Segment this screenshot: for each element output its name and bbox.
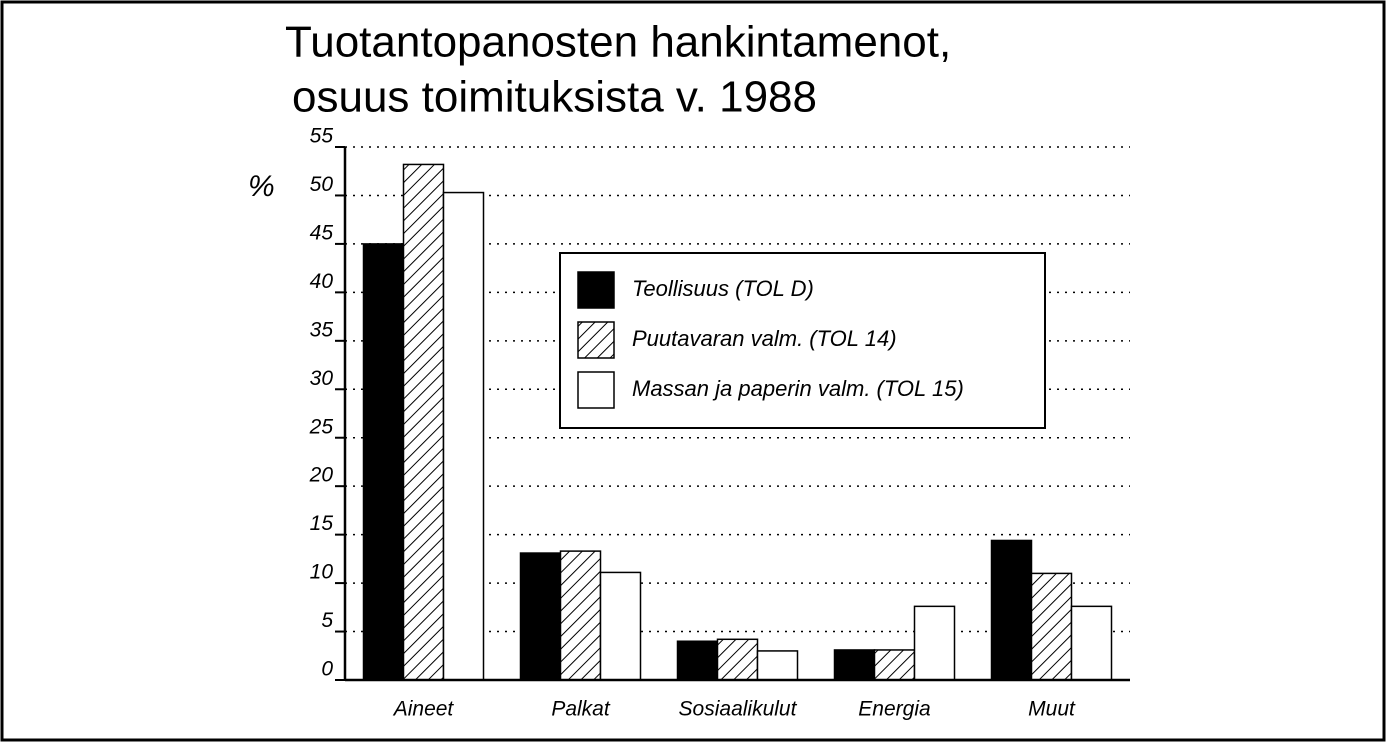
bar (442, 191, 485, 681)
y-tick-label: 35 (310, 318, 334, 341)
y-tick-label: 25 (309, 415, 334, 438)
y-axis-label: % (248, 170, 275, 203)
chart-title: osuus toimituksista v. 1988 (292, 73, 817, 122)
y-tick-label: 0 (321, 658, 333, 681)
x-tick-label: Palkat (551, 698, 611, 721)
bar (913, 605, 956, 681)
y-tick-label: 10 (310, 561, 334, 584)
legend-label: Puutavaran valm. (TOL 14) (632, 326, 897, 351)
bar (756, 650, 799, 681)
x-tick-label: Energia (858, 698, 930, 721)
bar (990, 539, 1033, 681)
legend-label: Massan ja paperin valm. (TOL 15) (632, 376, 964, 401)
y-tick-label: 5 (321, 609, 333, 632)
bar (559, 550, 602, 681)
bar (676, 640, 719, 681)
bar (833, 649, 876, 681)
y-tick-label: 55 (310, 125, 334, 148)
bar (716, 638, 759, 681)
bar (599, 571, 642, 681)
chart-title: Tuotantopanosten hankintamenot, (285, 18, 951, 67)
y-tick-label: 20 (309, 464, 334, 487)
legend-swatch (577, 271, 615, 309)
legend-label: Teollisuus (TOL D) (632, 276, 814, 301)
legend-box (559, 252, 1046, 429)
x-tick-label: Sosiaalikulut (679, 698, 798, 721)
legend-swatch (577, 371, 615, 409)
bar (1070, 605, 1113, 681)
x-tick-label: Muut (1028, 698, 1076, 721)
bar (362, 243, 405, 681)
bar (873, 649, 916, 681)
y-tick-label: 15 (310, 512, 334, 535)
bar (1030, 572, 1073, 681)
y-tick-label: 40 (310, 270, 334, 293)
legend-swatch (577, 321, 615, 359)
y-tick-label: 45 (310, 221, 334, 244)
bar (402, 163, 445, 681)
y-tick-label: 50 (310, 173, 334, 196)
bar (519, 552, 562, 681)
y-tick-label: 30 (310, 367, 334, 390)
x-tick-label: Aineet (392, 698, 455, 721)
